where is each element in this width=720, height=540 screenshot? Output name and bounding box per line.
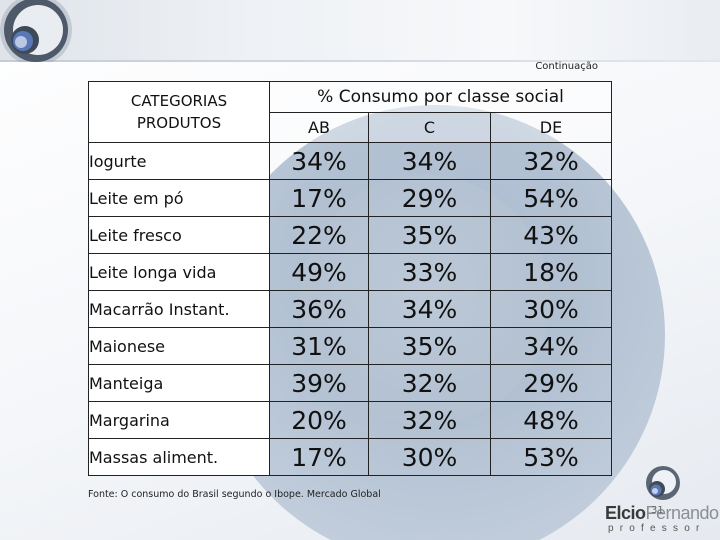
value-cell-c: 32% [368,401,491,439]
value-cell-ab: 17% [269,179,369,217]
class-header-de: DE [489,112,613,143]
value-cell-ab: 31% [269,327,369,365]
brand-subtitle: professor [608,523,706,534]
consumption-table: CATEGORIAS PRODUTOS % Consumo por classe… [88,81,613,476]
value-cell-c: 35% [368,327,491,365]
consumption-group-header: % Consumo por classe social [268,81,613,113]
table-row: Massas aliment. 17% 30% 53% [88,438,613,476]
page-number: 31 [651,505,664,516]
brand-name: ElcioFernando [605,503,720,524]
top-banner [0,0,720,62]
value-cell-c: 35% [368,216,491,254]
table-row: Macarrão Instant. 36% 34% 30% [88,290,613,328]
value-cell-ab: 39% [269,364,369,402]
value-cell-ab: 49% [269,253,369,291]
value-cell-ab: 20% [269,401,369,439]
source-note: Fonte: O consumo do Brasil segundo o Ibo… [88,489,381,500]
value-cell-ab: 36% [269,290,369,328]
value-cell-c: 34% [368,142,491,180]
category-cell: Manteiga [88,364,270,402]
value-cell-de: 54% [489,179,613,217]
table-row: Margarina 20% 32% 48% [88,401,613,439]
category-cell: Leite fresco [88,216,270,254]
value-cell-c: 34% [368,290,491,328]
value-cell-de: 43% [489,216,613,254]
value-cell-de: 53% [489,438,613,476]
value-cell-de: 34% [489,327,613,365]
class-header-ab: AB [269,112,369,143]
value-cell-c: 29% [368,179,491,217]
value-cell-ab: 22% [269,216,369,254]
category-cell: Iogurte [88,142,270,180]
value-cell-c: 30% [368,438,491,476]
category-header: CATEGORIAS PRODUTOS [88,81,270,143]
table-row: Leite fresco 22% 35% 43% [88,216,613,254]
class-header-c: C [368,112,491,143]
brand-name-light: Fernando [645,503,720,523]
category-cell: Massas aliment. [88,438,270,476]
table-row: Leite longa vida 49% 33% 18% [88,253,613,291]
value-cell-de: 32% [489,142,613,180]
corner-circles-logo [0,0,72,62]
value-cell-de: 30% [489,290,613,328]
value-cell-ab: 34% [269,142,369,180]
value-cell-ab: 17% [269,438,369,476]
value-cell-de: 29% [489,364,613,402]
value-cell-c: 32% [368,364,491,402]
continuation-label: Continuação [535,61,598,72]
brand-circles-icon [646,466,680,500]
category-cell: Margarina [88,401,270,439]
category-header-line1: CATEGORIAS [130,92,228,110]
brand-name-bold: Elcio [605,503,646,523]
category-cell: Maionese [88,327,270,365]
table-row: Iogurte 34% 34% 32% [88,142,613,180]
category-cell: Leite longa vida [88,253,270,291]
value-cell-c: 33% [368,253,491,291]
value-cell-de: 48% [489,401,613,439]
category-header-line2: PRODUTOS [136,114,222,132]
category-cell: Macarrão Instant. [88,290,270,328]
table-row: Leite em pó 17% 29% 54% [88,179,613,217]
table-row: Maionese 31% 35% 34% [88,327,613,365]
table-row: Manteiga 39% 32% 29% [88,364,613,402]
category-cell: Leite em pó [88,179,270,217]
value-cell-de: 18% [489,253,613,291]
brand-logo: ElcioFernando professor [605,465,720,535]
